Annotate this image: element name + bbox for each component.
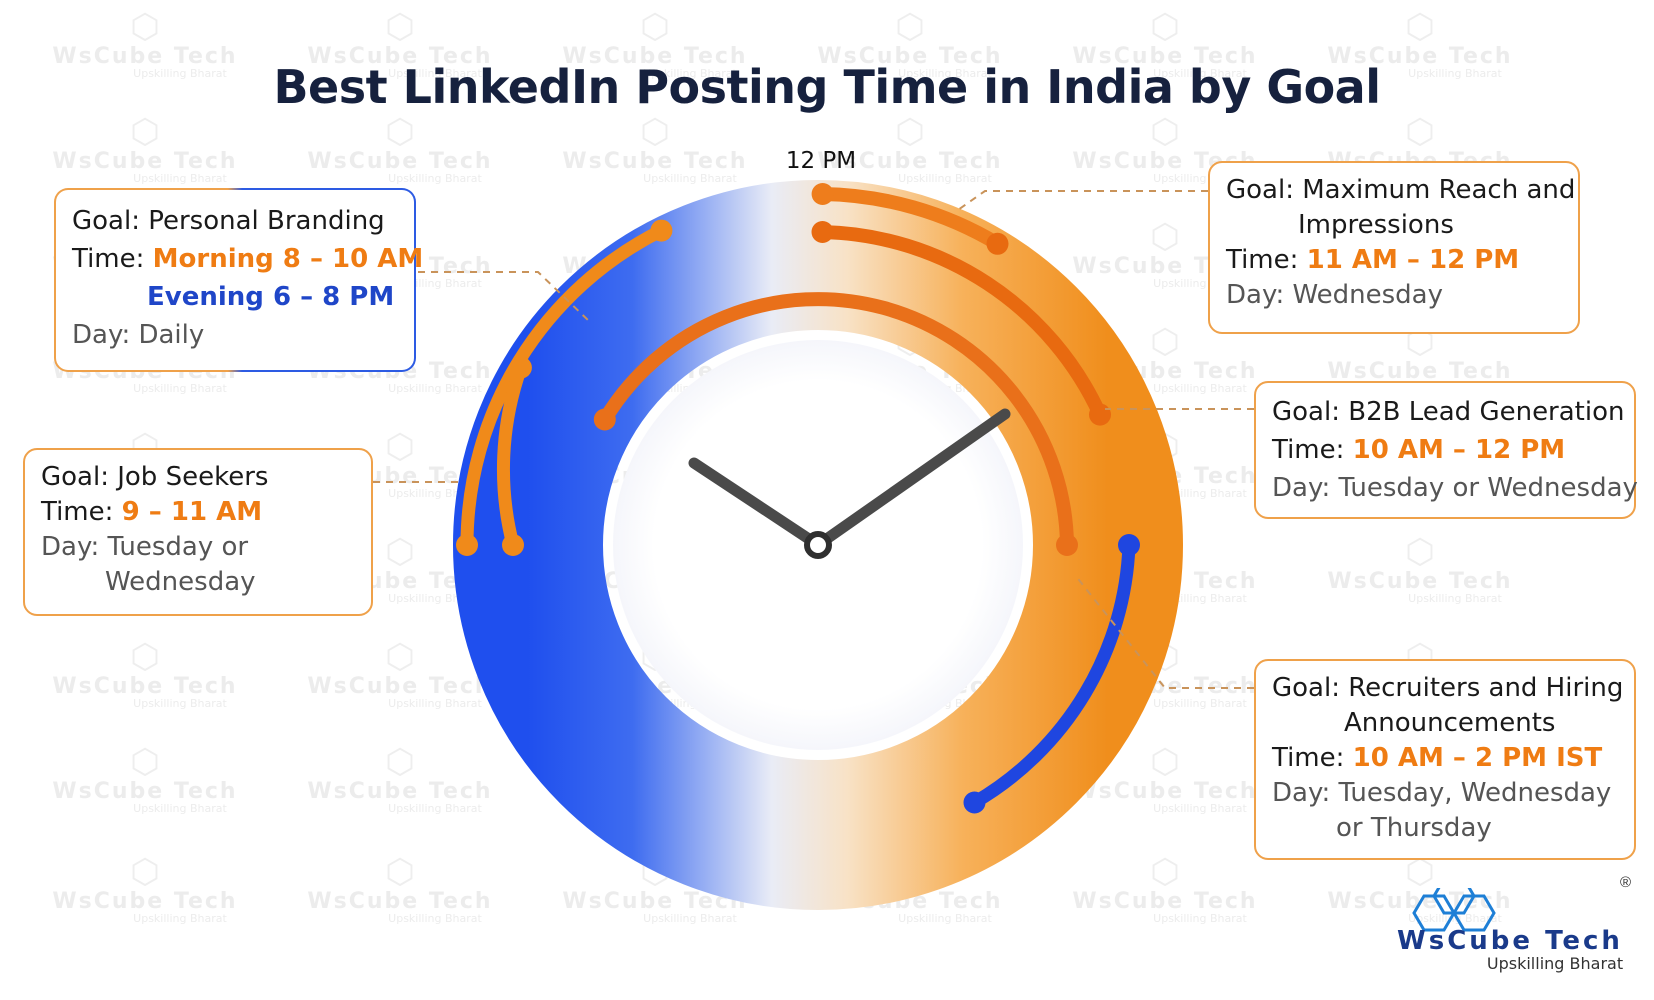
job-seekers-time: 9 – 11 AM (121, 497, 263, 527)
arc-personal-branding-end (509, 356, 532, 379)
job-seekers-day: Day: Tuesday or (41, 532, 249, 562)
recruiters-day-cont: or Thursday (1336, 813, 1492, 843)
arc-recruiters-end (963, 791, 986, 814)
job-seekers-goal: Goal: Job Seekers (41, 462, 269, 492)
arc-b2b (815, 225, 1107, 422)
registered-mark: ® (1619, 874, 1631, 891)
arc-job-seekers-end (650, 219, 673, 242)
arc-job-seekers-start (456, 534, 478, 556)
personal-branding-time-evening: Evening 6 – 8 PM (147, 282, 395, 312)
arc-b2b-end (1089, 403, 1111, 426)
card-b2b: Goal: B2B Lead Generation Time: 10 AM – … (1254, 381, 1638, 519)
job-seekers-day-cont: Wednesday (105, 567, 256, 597)
arc-recruiters (968, 538, 1136, 809)
arc-personal-branding-start (502, 534, 524, 556)
arc-max-reach-end (986, 232, 1009, 255)
personal-branding-goal: Goal: Personal Branding (72, 206, 385, 236)
arc-recruiters-start (1118, 534, 1140, 556)
card-max-reach: Goal: Maximum Reach and Impressions Time… (1208, 161, 1580, 334)
arc-max-reach (815, 187, 1005, 251)
recruiters-goal-cont: Announcements (1344, 708, 1556, 738)
arc-b2b-start (811, 221, 834, 243)
personal-branding-day: Day: Daily (72, 320, 205, 350)
recruiters-time-label: Time: (1272, 743, 1345, 773)
connector-max-reach (954, 190, 1208, 213)
brand-logo: WsCube Tech Upskilling Bharat ® (1395, 874, 1631, 973)
personal-branding-time-label: Time: (72, 244, 145, 274)
clock-12pm-label: 12 PM (785, 148, 857, 174)
card-job-seekers: Goal: Job Seekers Time: 9 – 11 AM Day: T… (23, 448, 373, 616)
recruiters-day: Day: Tuesday, Wednesday (1272, 778, 1612, 808)
connector-recruiters (1074, 574, 1254, 689)
b2b-goal: Goal: B2B Lead Generation (1272, 397, 1625, 427)
max-reach-time-label: Time: (1226, 245, 1299, 275)
arc-personal-branding (497, 361, 528, 552)
b2b-time: 10 AM – 12 PM (1352, 435, 1566, 465)
connector-lines (373, 190, 1254, 689)
clock-center-pin (804, 531, 832, 559)
arc-max-reach-start (811, 183, 834, 205)
arc-inner-orange-end (1056, 534, 1078, 556)
recruiters-goal: Goal: Recruiters and Hiring (1272, 673, 1624, 703)
max-reach-day: Day: Wednesday (1226, 280, 1444, 310)
clock-ring (453, 180, 1183, 910)
minute-hand (812, 408, 1011, 551)
logo-hexagon-icon (1412, 888, 1496, 932)
arc-inner-orange (597, 292, 1074, 552)
logo-brand-name: WsCube Tech (1397, 926, 1623, 956)
max-reach-goal: Goal: Maximum Reach and (1226, 175, 1576, 205)
max-reach-goal-cont: Impressions (1298, 210, 1454, 240)
card-recruiters: Goal: Recruiters and Hiring Announcement… (1254, 659, 1636, 860)
recruiters-time: 10 AM – 2 PM IST (1352, 743, 1603, 773)
max-reach-time: 11 AM – 12 PM (1306, 245, 1520, 275)
b2b-day: Day: Tuesday or Wednesday (1272, 473, 1638, 503)
job-seekers-time-label: Time: (41, 497, 114, 527)
arc-inner-orange-start (593, 408, 616, 431)
card-personal-branding: Goal: Personal Branding Time: Morning 8 … (54, 188, 423, 372)
b2b-time-label: Time: (1272, 435, 1345, 465)
personal-branding-time-morning: Morning 8 – 10 AM (152, 244, 424, 274)
page-title: Best LinkedIn Posting Time in India by G… (273, 60, 1381, 114)
connector-personal-branding (418, 271, 591, 323)
logo-tagline: Upskilling Bharat (1486, 954, 1624, 973)
hour-hand (688, 457, 824, 551)
